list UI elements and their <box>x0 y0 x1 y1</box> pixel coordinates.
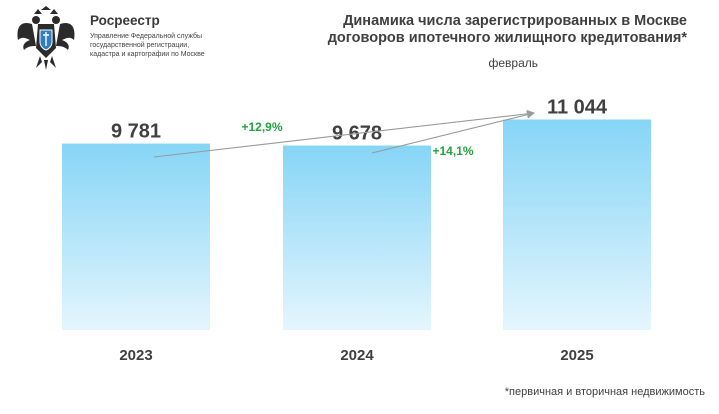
org-subtitle-line-3: кадастра и картографии по Москве <box>90 51 205 58</box>
org-block: Росреестр Управление Федеральной службы … <box>90 13 222 59</box>
chart-title-line-1: Динамика числа зарегистрированных в Моск… <box>343 13 687 29</box>
growth-label-2024-2025: +14,1% <box>432 144 473 158</box>
chart-subtitle: февраль <box>488 56 538 70</box>
bar-2024 <box>283 145 431 330</box>
chart-title-line-2: договоров ипотечного жилищного кредитова… <box>327 30 687 46</box>
chart-title: Динамика числа зарегистрированных в Моск… <box>307 13 687 47</box>
x-tick-2023: 2023 <box>119 347 152 364</box>
data-label-2023: 9 781 <box>111 121 161 143</box>
emblem-icon <box>17 6 75 70</box>
bar-2025 <box>503 119 651 330</box>
data-label-2025: 11 044 <box>547 97 608 119</box>
growth-arrow-2023-2025 <box>153 109 535 158</box>
x-tick-2024: 2024 <box>340 347 374 364</box>
org-subtitle-line-2: государственной регистрации, <box>90 42 190 49</box>
bar-2023 <box>62 143 210 330</box>
growth-arrow-2024-2025 <box>371 110 535 154</box>
growth-label-2023-2025: +12,9% <box>241 120 282 134</box>
chart-footnote: *первичная и вторичная недвижимость <box>504 386 705 398</box>
org-subtitle-line-1: Управление Федеральной службы <box>90 33 202 40</box>
org-name: Росреестр <box>90 13 160 28</box>
x-tick-2025: 2025 <box>560 347 593 364</box>
